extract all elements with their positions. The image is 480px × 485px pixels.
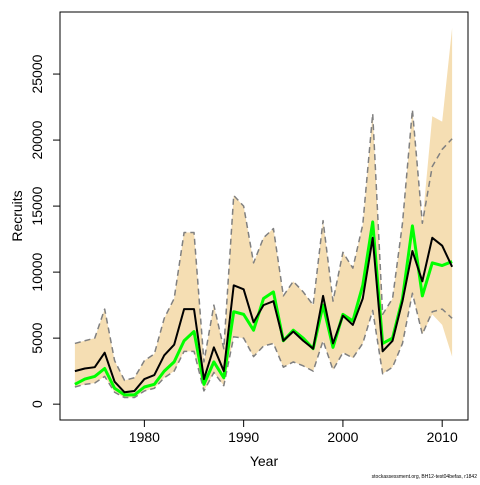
y-tick-label: 5000: [29, 322, 45, 353]
x-tick-label: 2010: [427, 429, 458, 445]
x-tick-label: 1980: [129, 429, 160, 445]
plot-area: [74, 27, 454, 399]
series-line: [74, 220, 453, 397]
x-tick-label: 2000: [327, 429, 358, 445]
plot-frame: [59, 11, 469, 421]
series-line: [74, 108, 453, 382]
y-axis-label: Recruits: [9, 190, 25, 241]
y-tick-label: 20000: [29, 120, 45, 159]
y-tick-label: 15000: [29, 186, 45, 225]
footer: stockassessment.org, BH12-test04befas, r…: [372, 474, 478, 480]
x-axis-label: Year: [250, 453, 279, 469]
confidence-band: [74, 27, 453, 398]
y-tick-label: 25000: [29, 54, 45, 93]
series-line: [74, 236, 454, 394]
x-tick-label: 1990: [228, 429, 259, 445]
y-tick-label: 10000: [29, 252, 45, 291]
series-line: [74, 292, 453, 399]
y-tick-label: 0: [29, 400, 45, 408]
